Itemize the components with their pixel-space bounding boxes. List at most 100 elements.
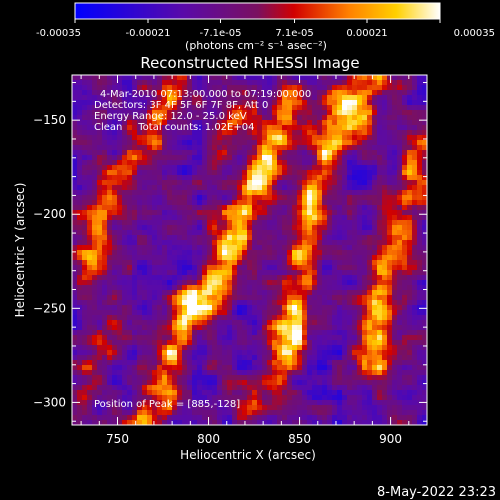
heatmap-cell [417, 85, 423, 91]
heatmap-cell [142, 345, 148, 351]
heatmap-cell [372, 285, 378, 291]
heatmap-cell [182, 320, 188, 326]
heatmap-cell [312, 400, 318, 406]
heatmap-cell [92, 280, 98, 286]
heatmap-cell [102, 375, 108, 381]
heatmap-cell [122, 90, 128, 96]
heatmap-cell [387, 340, 393, 346]
heatmap-cell [222, 150, 228, 156]
heatmap-cell [222, 295, 228, 301]
heatmap-cell [287, 210, 293, 216]
heatmap-cell [227, 105, 233, 111]
heatmap-cell [312, 100, 318, 106]
heatmap-cell [222, 170, 228, 176]
heatmap-cell [342, 280, 348, 286]
heatmap-cell [152, 295, 158, 301]
heatmap-cell [287, 395, 293, 401]
heatmap-cell [367, 195, 373, 201]
heatmap-cell [412, 255, 418, 261]
heatmap-cell [422, 90, 428, 96]
heatmap-cell [202, 75, 208, 81]
heatmap-cell [182, 100, 188, 106]
heatmap-cell [277, 375, 283, 381]
heatmap-cell [382, 225, 388, 231]
heatmap-cell [242, 110, 248, 116]
heatmap-cell [367, 325, 373, 331]
heatmap-cell [112, 365, 118, 371]
heatmap-cell [102, 200, 108, 206]
heatmap-cell [417, 295, 423, 301]
heatmap-cell [152, 355, 158, 361]
heatmap-cell [417, 365, 423, 371]
heatmap-cell [127, 95, 133, 101]
heatmap-cell [372, 340, 378, 346]
heatmap-cell [212, 315, 218, 321]
heatmap-cell [307, 235, 313, 241]
heatmap-cell [192, 290, 198, 296]
heatmap-cell [372, 215, 378, 221]
heatmap-cell [187, 400, 193, 406]
heatmap-cell [422, 170, 428, 176]
heatmap-cell [187, 185, 193, 191]
heatmap-cell [127, 310, 133, 316]
heatmap-cell [122, 200, 128, 206]
heatmap-cell [317, 205, 323, 211]
heatmap-cell [292, 195, 298, 201]
heatmap-cell [87, 145, 93, 151]
heatmap-cell [157, 350, 163, 356]
heatmap-cell [222, 330, 228, 336]
heatmap-cell [82, 295, 88, 301]
heatmap-cell [302, 290, 308, 296]
heatmap-cell [157, 335, 163, 341]
heatmap-cell [242, 340, 248, 346]
heatmap-cell [247, 255, 253, 261]
heatmap-cell [87, 380, 93, 386]
heatmap-cell [122, 265, 128, 271]
heatmap-cell [232, 310, 238, 316]
heatmap-cell [217, 80, 223, 86]
heatmap-cell [132, 130, 138, 136]
heatmap-cell [367, 250, 373, 256]
heatmap-cell [142, 165, 148, 171]
heatmap-cell [322, 255, 328, 261]
heatmap-cell [92, 320, 98, 326]
heatmap-cell [357, 340, 363, 346]
heatmap-cell [272, 155, 278, 161]
heatmap-cell [242, 250, 248, 256]
heatmap-cell [207, 210, 213, 216]
heatmap-cell [327, 315, 333, 321]
heatmap-cell [372, 270, 378, 276]
heatmap-cell [382, 375, 388, 381]
heatmap-cell [182, 80, 188, 86]
heatmap-cell [337, 285, 343, 291]
heatmap-cell [172, 150, 178, 156]
heatmap-cell [217, 325, 223, 331]
heatmap-cell [207, 95, 213, 101]
heatmap-cell [412, 405, 418, 411]
heatmap-cell [292, 120, 298, 126]
heatmap-cell [182, 290, 188, 296]
heatmap-cell [297, 325, 303, 331]
heatmap-cell [217, 345, 223, 351]
heatmap-cell [362, 410, 368, 416]
heatmap-cell [402, 225, 408, 231]
heatmap-cell [187, 135, 193, 141]
heatmap-cell [267, 265, 273, 271]
heatmap-cell [362, 380, 368, 386]
heatmap-cell [122, 165, 128, 171]
heatmap-cell [292, 180, 298, 186]
heatmap-cell [237, 275, 243, 281]
heatmap-cell [182, 95, 188, 101]
heatmap-cell [367, 245, 373, 251]
heatmap-cell [367, 105, 373, 111]
heatmap-cell [247, 275, 253, 281]
heatmap-cell [187, 155, 193, 161]
heatmap-cell [262, 290, 268, 296]
heatmap-cell [117, 400, 123, 406]
heatmap-cell [127, 390, 133, 396]
heatmap-cell [407, 325, 413, 331]
heatmap-cell [212, 305, 218, 311]
heatmap-cell [247, 100, 253, 106]
heatmap-cell [122, 420, 128, 426]
heatmap-cell [297, 290, 303, 296]
